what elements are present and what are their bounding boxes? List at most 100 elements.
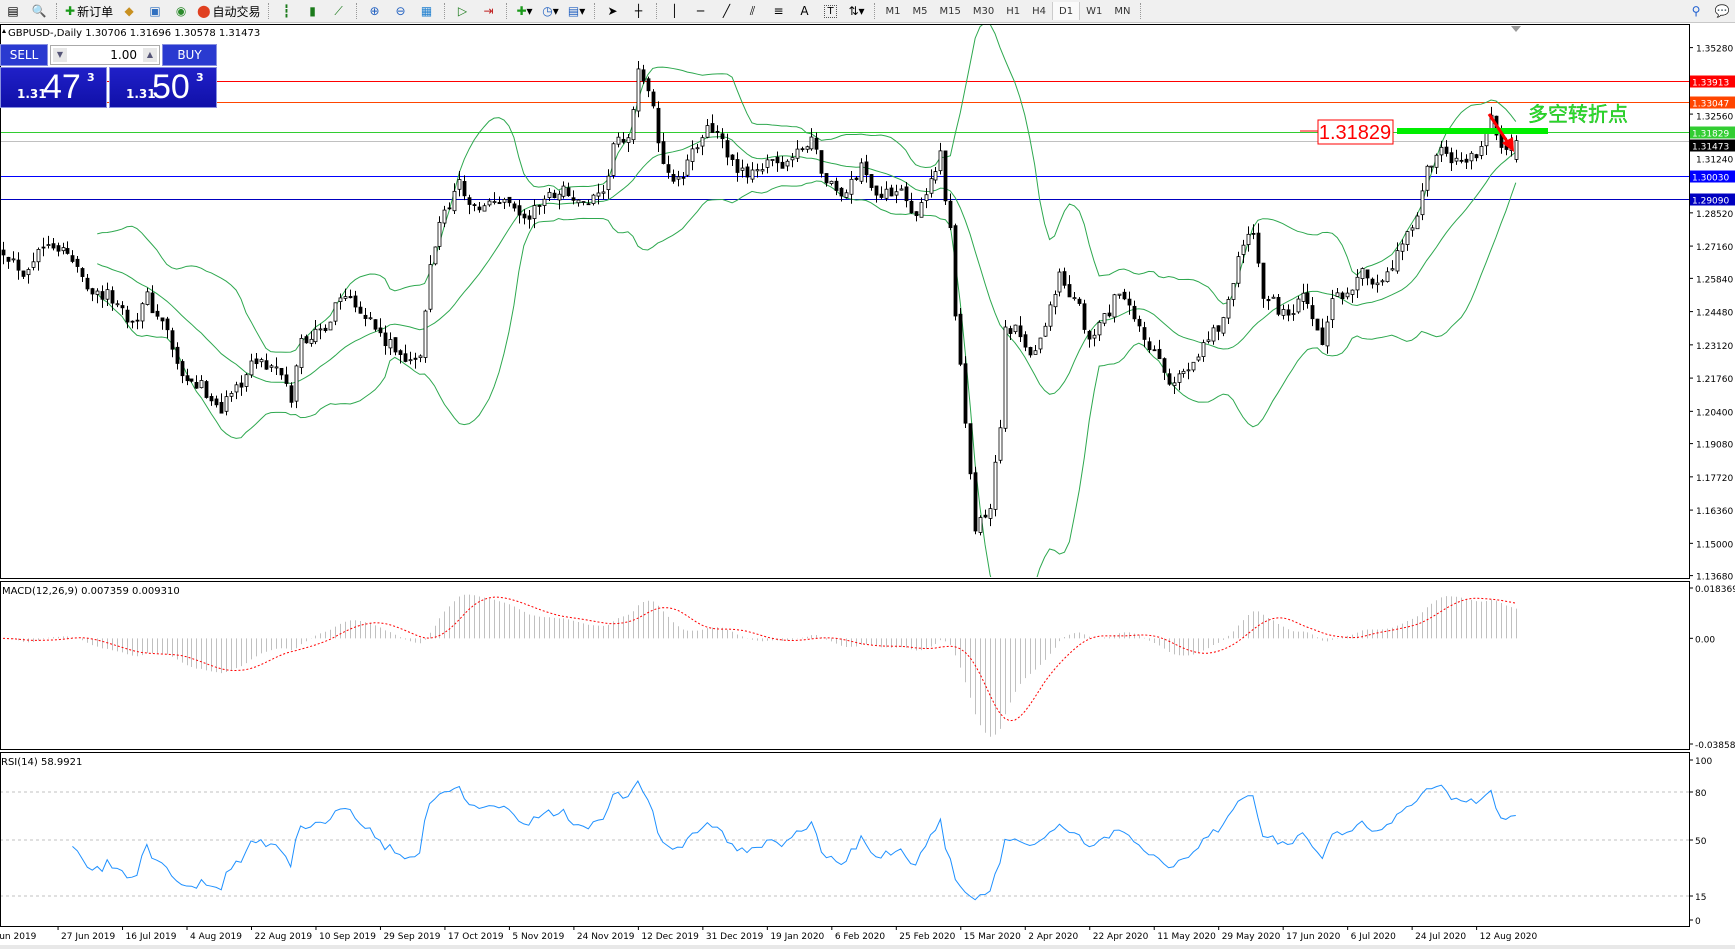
timeframe-h1[interactable]: H1 [1006, 5, 1021, 17]
candle[interactable] [1425, 165, 1430, 191]
candle[interactable] [358, 306, 363, 314]
sell-price-button[interactable]: 1.31 47 3 [0, 67, 107, 108]
candle[interactable] [904, 186, 909, 202]
sell-button[interactable]: SELL [0, 44, 48, 66]
candle[interactable] [968, 423, 973, 475]
candle[interactable] [1320, 327, 1325, 345]
candle[interactable] [1211, 327, 1216, 342]
candle[interactable] [1345, 292, 1350, 298]
candle[interactable] [6, 256, 11, 262]
candle[interactable] [1315, 318, 1320, 331]
candle[interactable] [21, 270, 26, 277]
candle[interactable] [269, 365, 274, 368]
candle[interactable] [616, 136, 621, 145]
candle[interactable] [755, 169, 760, 172]
candle[interactable] [512, 203, 517, 209]
candle[interactable] [1479, 145, 1484, 156]
candle[interactable] [304, 336, 309, 344]
candle[interactable] [700, 137, 705, 147]
periods-icon[interactable]: ◷ ▾ [542, 4, 559, 18]
candle[interactable] [988, 508, 993, 519]
candle[interactable] [185, 375, 190, 382]
candle[interactable] [323, 327, 328, 332]
candle[interactable] [120, 305, 125, 309]
candle[interactable] [1082, 303, 1087, 330]
candle[interactable] [517, 205, 522, 216]
candle[interactable] [770, 159, 775, 161]
candle[interactable] [338, 297, 343, 302]
candle[interactable] [795, 148, 800, 159]
candle[interactable] [1474, 154, 1479, 159]
candle[interactable] [938, 150, 943, 172]
candle[interactable] [36, 249, 41, 263]
candle[interactable] [140, 303, 145, 322]
candle[interactable] [1400, 243, 1405, 252]
candle[interactable] [1216, 325, 1221, 332]
candle[interactable] [874, 185, 879, 196]
candle[interactable] [1375, 282, 1380, 286]
candle[interactable] [428, 264, 433, 310]
candle[interactable] [373, 319, 378, 330]
candle[interactable] [1330, 298, 1335, 321]
candle[interactable] [800, 148, 805, 151]
candle[interactable] [1147, 341, 1152, 351]
candle[interactable] [671, 174, 676, 182]
candle[interactable] [978, 517, 983, 533]
candle[interactable] [561, 185, 566, 197]
candle[interactable] [1172, 382, 1177, 386]
candle[interactable] [666, 164, 671, 173]
candle[interactable] [591, 194, 596, 204]
candle[interactable] [1256, 232, 1261, 264]
text-tool-button[interactable]: A [793, 2, 817, 20]
candle[interactable] [437, 221, 442, 247]
candle[interactable] [676, 176, 681, 180]
candle[interactable] [1003, 326, 1008, 429]
candle[interactable] [1127, 298, 1132, 306]
candle[interactable] [229, 393, 234, 397]
candle[interactable] [814, 137, 819, 150]
candle[interactable] [1186, 369, 1191, 372]
candle[interactable] [1301, 292, 1306, 302]
candle[interactable] [547, 191, 552, 198]
candle[interactable] [175, 346, 180, 364]
candle[interactable] [477, 206, 482, 211]
candle[interactable] [189, 378, 194, 382]
candle[interactable] [998, 427, 1003, 461]
timeframe-m15[interactable]: M15 [939, 5, 961, 17]
candle[interactable] [953, 225, 958, 317]
candle[interactable] [90, 288, 95, 295]
candle[interactable] [1410, 227, 1415, 231]
candle[interactable] [1266, 299, 1271, 302]
candle[interactable] [745, 166, 750, 178]
candle[interactable] [1454, 157, 1459, 162]
candle[interactable] [502, 199, 507, 203]
candle[interactable] [1092, 334, 1097, 339]
candle[interactable] [1405, 231, 1410, 245]
candle[interactable] [586, 203, 591, 206]
candle[interactable] [1191, 361, 1196, 371]
candle[interactable] [809, 136, 814, 150]
candle[interactable] [1464, 158, 1469, 163]
candle[interactable] [115, 303, 120, 306]
candle[interactable] [1072, 297, 1077, 300]
candle[interactable] [1157, 348, 1162, 360]
candle[interactable] [1013, 324, 1018, 333]
candle[interactable] [105, 289, 110, 300]
candle[interactable] [973, 472, 978, 532]
candle[interactable] [299, 338, 304, 368]
candle[interactable] [1395, 250, 1400, 272]
candle[interactable] [537, 204, 542, 207]
market-watch-icon[interactable]: ▣ [149, 4, 161, 18]
candle[interactable] [313, 328, 318, 343]
candle[interactable] [244, 374, 249, 387]
candle[interactable] [472, 204, 477, 207]
candle[interactable] [393, 337, 398, 353]
candle[interactable] [532, 205, 537, 219]
candle[interactable] [348, 296, 353, 299]
line-chart-icon[interactable]: ⟋ [334, 3, 343, 18]
candle[interactable] [740, 167, 745, 171]
candle[interactable] [403, 353, 408, 362]
candle[interactable] [1067, 284, 1072, 298]
candle[interactable] [1018, 325, 1023, 338]
cursor-icon[interactable]: ➤ [607, 4, 618, 18]
